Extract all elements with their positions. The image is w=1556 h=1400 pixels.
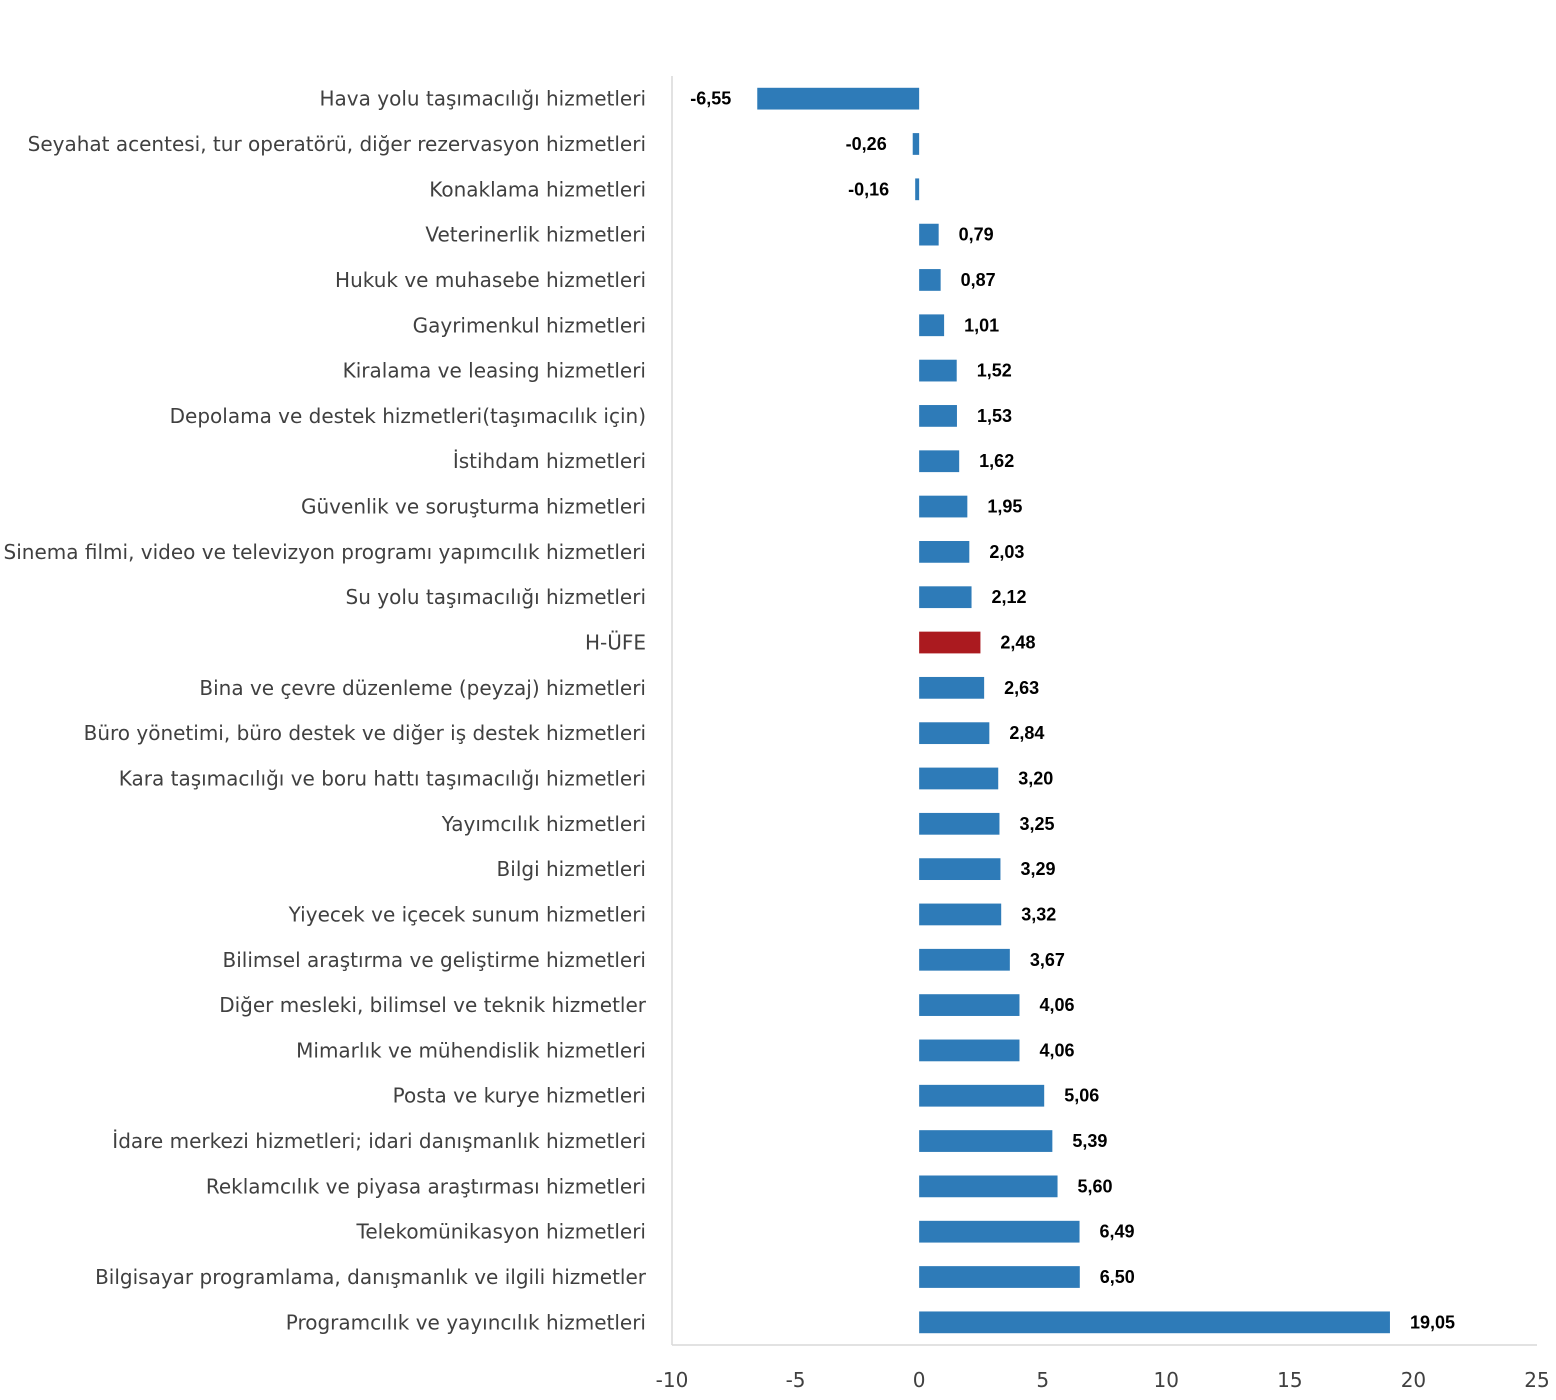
category-label: Bina ve çevre düzenleme (peyzaj) hizmetl… — [199, 676, 646, 700]
bar — [919, 540, 970, 563]
category-label: Konaklama hizmetleri — [429, 177, 646, 201]
value-label: 5,60 — [1078, 1176, 1113, 1196]
category-label: Yayımcılık hizmetleri — [441, 812, 646, 836]
category-label: Bilimsel araştırma ve geliştirme hizmetl… — [223, 948, 646, 972]
bar — [919, 858, 1001, 881]
value-label: 0,87 — [961, 270, 996, 290]
value-label: -0,26 — [846, 134, 887, 154]
category-label: Reklamcılık ve piyasa araştırması hizmet… — [206, 1174, 646, 1198]
bar — [919, 676, 985, 699]
category-label: Bilgi hizmetleri — [497, 857, 646, 881]
category-label: İstihdam hizmetleri — [453, 449, 646, 473]
value-label: 1,95 — [987, 497, 1022, 517]
category-label: Büro yönetimi, büro destek ve diğer iş d… — [84, 721, 646, 745]
category-label: Yiyecek ve içecek sunum hizmetleri — [288, 902, 646, 926]
bar — [912, 133, 920, 155]
value-label: 3,20 — [1018, 768, 1053, 788]
value-label: 3,32 — [1021, 904, 1056, 924]
category-label: Programcılık ve yayıncılık hizmetleri — [286, 1310, 646, 1334]
bar — [919, 1130, 1053, 1152]
value-label: 2,03 — [989, 542, 1024, 562]
value-label: 6,50 — [1100, 1267, 1135, 1287]
value-label: 4,06 — [1039, 995, 1074, 1015]
value-label: 1,52 — [977, 361, 1012, 381]
category-label: Bilgisayar programlama, danışmanlık ve i… — [95, 1265, 647, 1289]
value-label: 3,25 — [1019, 814, 1054, 834]
bar — [919, 1039, 1020, 1062]
category-label: Veterinerlik hizmetleri — [425, 223, 646, 247]
bar — [919, 631, 981, 654]
value-label: 2,63 — [1004, 678, 1039, 698]
value-label: 6,49 — [1100, 1222, 1135, 1242]
category-label: Seyahat acentesi, tur operatörü, diğer r… — [28, 132, 646, 156]
x-tick-label: 20 — [1401, 1368, 1426, 1392]
category-label: Güvenlik ve soruşturma hizmetleri — [301, 495, 646, 519]
bar — [919, 1084, 1045, 1107]
value-label: 3,67 — [1030, 950, 1065, 970]
category-label: Kiralama ve leasing hizmetleri — [343, 359, 646, 383]
bar — [919, 405, 957, 427]
category-label: Gayrimenkul hizmetleri — [413, 313, 646, 337]
category-labels-group: Hava yolu taşımacılığı hizmetleri Seyahat… — [4, 87, 647, 1335]
value-label: 5,06 — [1064, 1086, 1099, 1106]
value-label: 1,01 — [964, 315, 999, 335]
category-label: Hukuk ve muhasebe hizmetleri — [335, 268, 646, 292]
category-label: Sinema filmi, video ve televizyon progra… — [4, 540, 646, 564]
bar — [919, 1175, 1058, 1198]
x-tick-label: 15 — [1277, 1368, 1302, 1392]
value-label: 1,62 — [979, 451, 1014, 471]
category-label: Hava yolu taşımacılığı hizmetleri — [320, 87, 647, 111]
value-label: 5,39 — [1072, 1131, 1107, 1151]
category-label: İdare merkezi hizmetleri; idari danışman… — [112, 1129, 646, 1153]
bar — [919, 1311, 1390, 1334]
bar — [919, 450, 960, 473]
bar — [757, 87, 920, 110]
x-tick-label: 0 — [913, 1368, 926, 1392]
bar — [919, 812, 1000, 835]
bar — [915, 178, 920, 201]
value-label: -6,55 — [690, 89, 731, 109]
value-labels-group: -6,55 -0,26 -0,16 0,79 0,87 1,01 1,52 1,53 1,62 1… — [690, 89, 1455, 1333]
bar — [919, 223, 939, 246]
value-label: 4,06 — [1039, 1040, 1074, 1060]
value-label: 3,29 — [1020, 859, 1055, 879]
x-tick-label: 25 — [1524, 1368, 1549, 1392]
bars-group — [757, 87, 1390, 1334]
value-label: 1,53 — [977, 406, 1012, 426]
bar — [919, 586, 972, 609]
x-tick-label: 5 — [1036, 1368, 1049, 1392]
value-label: 2,12 — [992, 587, 1027, 607]
category-label: Telekomünikasyon hizmetleri — [356, 1220, 647, 1244]
bar — [919, 994, 1020, 1016]
x-tick-label: -5 — [786, 1368, 806, 1392]
bar — [919, 722, 990, 745]
value-label: 2,84 — [1009, 723, 1044, 743]
value-label: 2,48 — [1000, 633, 1035, 653]
category-label: Su yolu taşımacılığı hizmetleri — [346, 585, 646, 609]
category-label: Posta ve kurye hizmetleri — [393, 1084, 646, 1108]
bar — [919, 269, 941, 291]
bar — [919, 1266, 1080, 1288]
category-label: Kara taşımacılığı ve boru hattı taşımacı… — [119, 766, 646, 790]
bar — [919, 948, 1010, 971]
value-label: -0,16 — [848, 179, 889, 199]
bar — [919, 495, 968, 518]
x-tick-labels-group: -10 -5 0 5 10 15 20 25 — [656, 1368, 1550, 1392]
category-label: Diğer mesleki, bilimsel ve teknik hizmet… — [219, 993, 647, 1017]
bar — [919, 767, 999, 790]
value-label: 19,05 — [1410, 1312, 1455, 1332]
value-label: 0,79 — [959, 225, 994, 245]
category-label: Depolama ve destek hizmetleri(taşımacılı… — [170, 404, 646, 428]
x-tick-label: 10 — [1154, 1368, 1179, 1392]
bar — [919, 903, 1002, 926]
x-tick-label: -10 — [656, 1368, 689, 1392]
bar — [919, 314, 945, 337]
category-label: Mimarlık ve mühendislik hizmetleri — [296, 1038, 646, 1062]
bar — [919, 1220, 1080, 1243]
category-label: H-ÜFE — [585, 631, 646, 655]
bar — [919, 359, 957, 382]
